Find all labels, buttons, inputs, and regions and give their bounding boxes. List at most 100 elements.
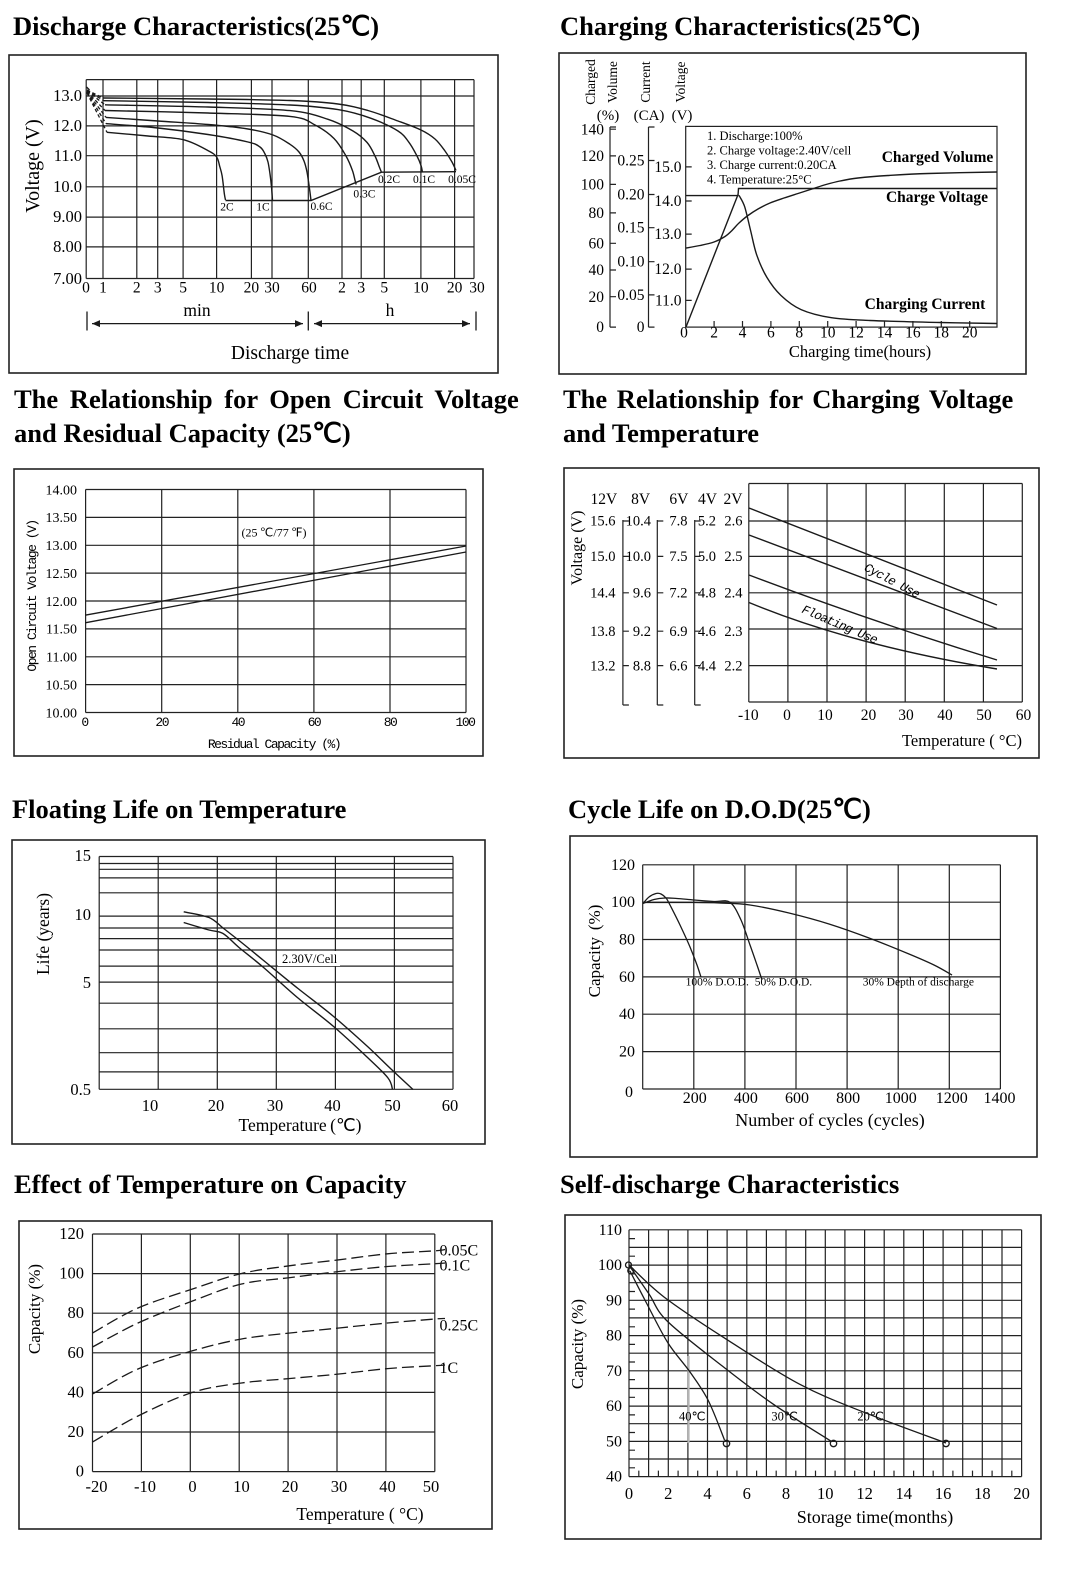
- svg-text:0.20: 0.20: [617, 187, 644, 204]
- svg-text:Residual Capacity (%): Residual Capacity (%): [208, 737, 340, 752]
- svg-text:Open Circuit Voltage (V): Open Circuit Voltage (V): [25, 520, 40, 671]
- svg-text:10: 10: [209, 280, 225, 297]
- svg-text:Temperature ( °C): Temperature ( °C): [296, 1504, 423, 1524]
- svg-text:20: 20: [861, 707, 877, 724]
- svg-text:2: 2: [133, 280, 141, 297]
- svg-text:7.00: 7.00: [53, 269, 82, 288]
- svg-text:40℃: 40℃: [679, 1410, 706, 1424]
- svg-text:2.4: 2.4: [724, 586, 743, 602]
- svg-text:-10: -10: [738, 707, 759, 724]
- svg-text:60: 60: [301, 280, 317, 297]
- svg-text:Current: Current: [638, 61, 653, 102]
- svg-text:Charging Current: Charging Current: [865, 296, 987, 313]
- svg-text:13.8: 13.8: [590, 624, 615, 640]
- svg-text:18: 18: [934, 325, 950, 342]
- svg-text:20℃: 20℃: [857, 1410, 884, 1424]
- svg-text:h: h: [386, 300, 395, 320]
- svg-text:10: 10: [817, 1484, 834, 1503]
- svg-text:1200: 1200: [936, 1090, 968, 1107]
- svg-text:100: 100: [611, 894, 635, 911]
- svg-text:600: 600: [785, 1090, 809, 1107]
- svg-text:400: 400: [734, 1090, 758, 1107]
- svg-text:8V: 8V: [631, 491, 651, 508]
- svg-text:14: 14: [877, 325, 893, 342]
- svg-text:3: 3: [357, 280, 365, 297]
- svg-text:0: 0: [625, 1484, 633, 1503]
- svg-text:40: 40: [937, 707, 953, 724]
- svg-text:110: 110: [599, 1222, 622, 1239]
- svg-text:800: 800: [836, 1090, 860, 1107]
- svg-text:1C: 1C: [440, 1360, 459, 1377]
- svg-text:(V): (V): [672, 108, 693, 124]
- svg-text:6.9: 6.9: [669, 624, 687, 640]
- svg-text:Voltage: Voltage: [673, 61, 688, 102]
- svg-text:Charged Volume: Charged Volume: [882, 149, 994, 166]
- svg-text:(%): (%): [597, 108, 620, 124]
- svg-text:3. Charge current:0.20CA: 3. Charge current:0.20CA: [707, 158, 837, 172]
- svg-text:6V: 6V: [669, 491, 689, 508]
- svg-text:60: 60: [68, 1343, 85, 1362]
- svg-text:14.00: 14.00: [46, 483, 78, 498]
- svg-text:10.4: 10.4: [626, 514, 652, 530]
- svg-text:40: 40: [379, 1477, 396, 1496]
- svg-text:30: 30: [264, 280, 280, 297]
- svg-text:40: 40: [231, 715, 244, 730]
- svg-text:20: 20: [962, 325, 978, 342]
- svg-text:80: 80: [384, 715, 397, 730]
- svg-text:0.25: 0.25: [617, 153, 644, 170]
- svg-text:5: 5: [179, 280, 187, 297]
- svg-text:0: 0: [82, 280, 90, 297]
- svg-text:11.0: 11.0: [655, 292, 682, 309]
- svg-text:Charged: Charged: [583, 59, 598, 105]
- svg-text:2.6: 2.6: [724, 514, 742, 530]
- svg-text:14: 14: [896, 1484, 913, 1503]
- svg-text:120: 120: [59, 1224, 84, 1243]
- svg-text:(25 ℃/77 ℉): (25 ℃/77 ℉): [241, 526, 306, 540]
- svg-text:Volume: Volume: [605, 61, 620, 103]
- svg-text:18: 18: [974, 1484, 991, 1503]
- svg-text:10.0: 10.0: [53, 177, 82, 196]
- svg-text:20: 20: [155, 715, 168, 730]
- svg-text:Capacity (%): Capacity (%): [585, 905, 604, 998]
- svg-text:0: 0: [596, 319, 604, 336]
- svg-text:2.30V/Cell: 2.30V/Cell: [282, 952, 338, 966]
- svg-text:2: 2: [338, 280, 346, 297]
- svg-text:100: 100: [581, 177, 605, 194]
- svg-text:Number of cycles (cycles): Number of cycles (cycles): [735, 1110, 924, 1131]
- svg-text:7.5: 7.5: [669, 549, 687, 565]
- svg-text:2.3: 2.3: [724, 624, 742, 640]
- svg-text:0: 0: [625, 1084, 633, 1101]
- svg-text:2. Charge voltage:2.40V/cell: 2. Charge voltage:2.40V/cell: [707, 144, 852, 158]
- svg-text:0: 0: [81, 715, 88, 730]
- svg-text:12.50: 12.50: [46, 567, 78, 582]
- svg-text:5.0: 5.0: [698, 549, 716, 565]
- svg-text:40: 40: [619, 1006, 635, 1023]
- svg-text:9.2: 9.2: [633, 624, 651, 640]
- svg-text:8: 8: [782, 1484, 790, 1503]
- svg-text:Charging time(hours): Charging time(hours): [789, 342, 931, 361]
- svg-text:Capacity (%): Capacity (%): [25, 1264, 44, 1354]
- svg-text:30% Depth of discharge: 30% Depth of discharge: [863, 977, 974, 989]
- svg-text:8.8: 8.8: [633, 658, 651, 674]
- svg-text:20: 20: [1013, 1484, 1030, 1503]
- svg-text:min: min: [183, 300, 210, 320]
- svg-text:12V: 12V: [590, 491, 618, 508]
- svg-text:60: 60: [308, 715, 321, 730]
- svg-text:Discharge time: Discharge time: [231, 343, 349, 364]
- svg-text:100: 100: [598, 1257, 622, 1274]
- svg-text:0.05C: 0.05C: [440, 1243, 479, 1260]
- svg-text:30: 30: [469, 280, 485, 297]
- svg-text:10: 10: [233, 1477, 250, 1496]
- svg-text:8: 8: [795, 325, 803, 342]
- svg-text:14.0: 14.0: [654, 193, 681, 210]
- svg-text:0.25C: 0.25C: [440, 1318, 479, 1335]
- svg-text:Storage time(months): Storage time(months): [797, 1507, 953, 1528]
- svg-text:60: 60: [589, 236, 605, 253]
- svg-text:40: 40: [589, 262, 605, 279]
- svg-text:13.50: 13.50: [46, 511, 78, 526]
- svg-text:1: 1: [99, 280, 107, 297]
- svg-text:60: 60: [1016, 707, 1032, 724]
- svg-text:20: 20: [68, 1422, 85, 1441]
- svg-text:80: 80: [619, 932, 635, 949]
- svg-text:15.0: 15.0: [654, 159, 681, 176]
